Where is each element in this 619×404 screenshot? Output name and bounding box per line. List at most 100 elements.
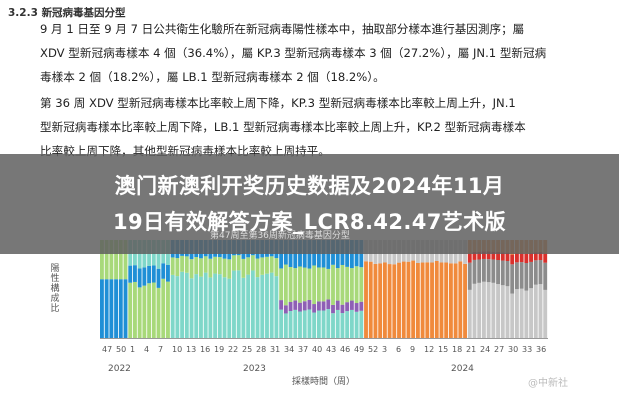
bar-segment — [543, 262, 548, 290]
bar-segment — [166, 281, 170, 338]
bar-segment — [137, 240, 142, 269]
section-heading: 3.2.3 新冠病毒基因分型 — [8, 5, 126, 20]
bar-segment — [406, 261, 411, 338]
bar-segment — [335, 240, 340, 269]
watermark-stamp: @中新社 — [528, 378, 568, 389]
bar-segment — [514, 289, 519, 338]
bar-segment — [448, 263, 453, 338]
bar-segment — [265, 273, 269, 338]
bar-segment — [123, 240, 128, 280]
bar-segment — [321, 267, 326, 302]
bar-segment — [524, 263, 529, 291]
bar-segment — [514, 253, 519, 263]
bar-segment — [241, 277, 246, 338]
bar-segment — [100, 240, 104, 280]
paragraph-line-4: 第 36 周 XDV 型新冠病毒樣本比率較上周下降，KP.3 型新冠病毒樣本比率… — [40, 96, 516, 110]
bar-segment — [481, 281, 486, 338]
paragraph-line-5: 型新冠病毒樣本比率較上周下降，LB.1 型新冠病毒樣本比率較上周上升，KP.2 … — [40, 120, 526, 134]
bar-segment — [302, 267, 307, 302]
x-tick-label: 31 — [270, 345, 280, 354]
bar-segment — [359, 301, 364, 311]
bar-segment — [104, 279, 109, 338]
bar-segment — [241, 258, 246, 278]
bar-segment — [274, 276, 279, 338]
bar-segment — [312, 304, 317, 313]
bar-segment — [118, 240, 123, 280]
bar-segment — [397, 262, 401, 338]
bar-segment — [505, 252, 510, 261]
bar-segment — [519, 262, 524, 289]
bar-segment — [524, 290, 529, 338]
bar-segment — [326, 309, 331, 338]
bar-segment — [199, 276, 203, 338]
bar-segment — [434, 260, 439, 338]
x-tick-label: 46 — [340, 345, 350, 354]
bar-segment — [114, 279, 119, 338]
bar-segment — [335, 309, 340, 338]
bar-segment — [227, 278, 232, 338]
bar-segment — [472, 259, 477, 284]
bar-segment — [180, 255, 185, 272]
bar-segment — [420, 262, 425, 338]
x-tick-label: 18 — [452, 345, 462, 354]
bar-segment — [401, 261, 406, 338]
bar-segment — [486, 251, 491, 260]
bar-segment — [326, 268, 331, 300]
bar-segment — [373, 263, 378, 338]
x-tick-label: 9 — [410, 345, 415, 354]
x-tick-label: 47 — [102, 345, 112, 354]
bar-segment — [538, 284, 543, 338]
bar-segment — [340, 313, 345, 338]
bar-segment — [104, 240, 109, 280]
bar-segment — [496, 284, 500, 338]
bar-segment — [533, 260, 538, 285]
bar-segment — [142, 267, 147, 286]
bar-segment — [109, 240, 114, 280]
bar-segment — [510, 293, 515, 338]
bar-segment — [477, 259, 482, 283]
bar-segment — [255, 258, 260, 278]
bar-segment — [114, 240, 119, 280]
bar-segment — [170, 274, 175, 338]
bar-segment — [345, 266, 350, 303]
x-tick-label: 50 — [116, 345, 126, 354]
x-tick-label: 21 — [466, 345, 476, 354]
x-tick-label: 37 — [298, 345, 308, 354]
bar-segment — [415, 263, 420, 338]
bar-segment — [217, 274, 222, 338]
bar-segment — [156, 240, 161, 269]
chart-x-axis-label: 採樣時間（周） — [292, 377, 356, 387]
bar-segment — [335, 268, 340, 301]
year-label-2022: 2022 — [108, 364, 131, 374]
x-tick-label: 7 — [158, 345, 163, 354]
bar-segment — [326, 240, 331, 269]
bar-segment — [444, 262, 449, 338]
bar-segment — [307, 309, 312, 338]
bar-segment — [203, 272, 208, 338]
bar-segment — [151, 282, 156, 338]
bar-segment — [491, 251, 496, 260]
bar-segment — [538, 260, 543, 285]
x-tick-label: 34 — [284, 345, 294, 354]
bar-segment — [472, 251, 477, 260]
bar-segment — [453, 263, 458, 338]
chart-caption: 第47周至第36周新冠病毒基因分型 — [210, 231, 350, 241]
bar-segment — [184, 256, 189, 273]
bar-segment — [265, 256, 269, 274]
bar-segment — [326, 299, 331, 310]
bar-segment — [467, 253, 472, 263]
bar-segment — [349, 309, 354, 338]
bar-segment — [307, 240, 312, 269]
bar-segment — [288, 266, 293, 302]
bar-segment — [236, 255, 241, 271]
headline-line-1: 澳门新澳利开奖历史数据及2024年11月 — [114, 174, 505, 198]
bar-segment — [142, 285, 147, 338]
bar-segment — [439, 262, 444, 338]
bar-segment — [269, 272, 274, 338]
bar-segment — [312, 265, 317, 305]
bar-segment — [298, 302, 302, 312]
bar-segment — [331, 304, 335, 314]
bar-segment — [283, 305, 288, 314]
bar-segment — [208, 277, 213, 338]
bar-segment — [335, 300, 340, 310]
